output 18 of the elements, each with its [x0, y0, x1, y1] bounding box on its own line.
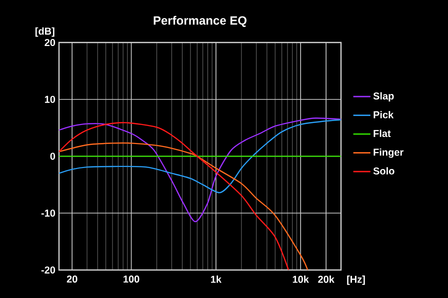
chart-title: Performance EQ [154, 16, 246, 27]
legend-label: Finger [374, 148, 404, 158]
y-tick-label: -10 [41, 210, 56, 217]
x-tick-label: 1k [211, 276, 222, 283]
y-tick-label: 0 [50, 152, 56, 160]
x-axis-title: [Hz] [347, 276, 365, 285]
y-tick-label: -20 [41, 266, 56, 274]
y-axis-title: [dB] [35, 27, 54, 37]
x-tick-label: 100 [124, 276, 140, 283]
y-tick-label: 10 [44, 96, 56, 103]
legend-label: Solo [373, 167, 394, 175]
x-tick-label: 20 [66, 276, 78, 283]
x-tick-label: 20k [318, 276, 334, 283]
legend-label: Flat [374, 130, 391, 138]
x-tick-label: 10k [292, 276, 309, 283]
legend-label: Pick [374, 110, 394, 118]
legend-label: Slap [373, 92, 394, 102]
y-tick-label: 20 [44, 38, 56, 46]
